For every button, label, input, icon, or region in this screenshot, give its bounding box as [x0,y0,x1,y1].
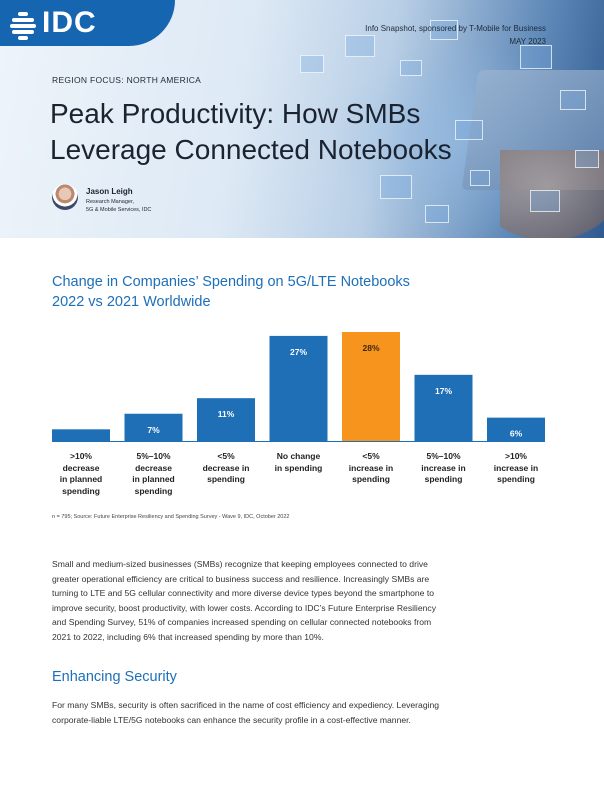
bar [197,398,255,441]
author-name: Jason Leigh [86,187,133,196]
intro-paragraph: Small and medium-sized businesses (SMBs)… [52,559,436,642]
chart-footnote: n = 795; Source: Future Enterprise Resil… [52,514,290,520]
category-label: 5%–10% increase in spending [421,451,466,484]
bar [124,413,183,441]
hero-hand-image [500,150,604,238]
bar [414,374,473,441]
author-avatar [52,184,78,210]
hero-tile [400,60,422,76]
hero-tile [430,20,458,40]
hero-tile [470,170,490,186]
bar-value-label: 11% [218,409,235,419]
bar-value-label: 27% [290,347,307,357]
category-label: No change in spending [274,451,323,473]
section-heading: Enhancing Security [52,669,177,685]
bar-value-label: 17% [435,386,452,396]
publication-date: MAY 2023 [509,37,546,46]
category-label: <5% decrease in spending [202,451,250,484]
category-label: >10% decrease in planned spending [59,451,103,496]
hero-tile [300,55,324,73]
bar [487,417,545,441]
chart-subtitle: 2022 vs 2021 Worldwide [52,294,211,310]
category-label: 5%–10% decrease in planned spending [132,451,175,496]
bar-value-label: 28% [362,343,379,353]
security-paragraph: For many SMBs, security is often sacrifi… [52,700,440,725]
bar-chart: 3% 7% 11% 27% 28% 17% 6% [52,332,545,445]
logo-band: IDC [0,0,175,46]
hero-tile [455,120,483,140]
snapshot-info: Info Snapshot, sponsored by T-Mobile for… [365,22,546,48]
idc-logo: IDC [8,6,97,40]
hero-tile [575,150,599,168]
category-label: <5% increase in spending [348,451,394,484]
chart-title: Change in Companies’ Spending on 5G/LTE … [52,272,532,312]
hero-banner: IDC Info Snapshot, sponsored by T-Mobile… [0,0,604,238]
hero-tile [520,45,552,69]
hero-tile [425,205,449,223]
bar [52,429,110,441]
idc-logo-mark-icon [8,8,38,40]
page-title: Peak Productivity: How SMBs Leverage Con… [50,96,520,168]
title-line-2: Leverage Connected Notebooks [50,134,452,165]
bar-value-label: 6% [510,429,523,439]
author-role-line-1: Research Manager, [86,199,134,205]
chart-title-line: Change in Companies’ Spending on 5G/LTE … [52,274,410,290]
bar-value-label: 3% [75,440,88,445]
hero-tile [380,175,412,199]
sponsor-line: Info Snapshot, sponsored by T-Mobile for… [365,24,546,33]
hero-tile [345,35,375,57]
bar [342,332,400,441]
author-role-line-2: 5G & Mobile Services, IDC [86,207,152,213]
bar [269,335,328,441]
category-label: >10% increase in spending [493,451,539,484]
title-line-1: Peak Productivity: How SMBs [50,98,421,129]
bar-value-label: 7% [147,425,160,435]
region-focus: REGION FOCUS: NORTH AMERICA [52,75,202,85]
hero-tile [530,190,560,212]
author-role: Research Manager, 5G & Mobile Services, … [86,198,151,214]
hero-tile [560,90,586,110]
idc-logo-text: IDC [42,6,97,39]
